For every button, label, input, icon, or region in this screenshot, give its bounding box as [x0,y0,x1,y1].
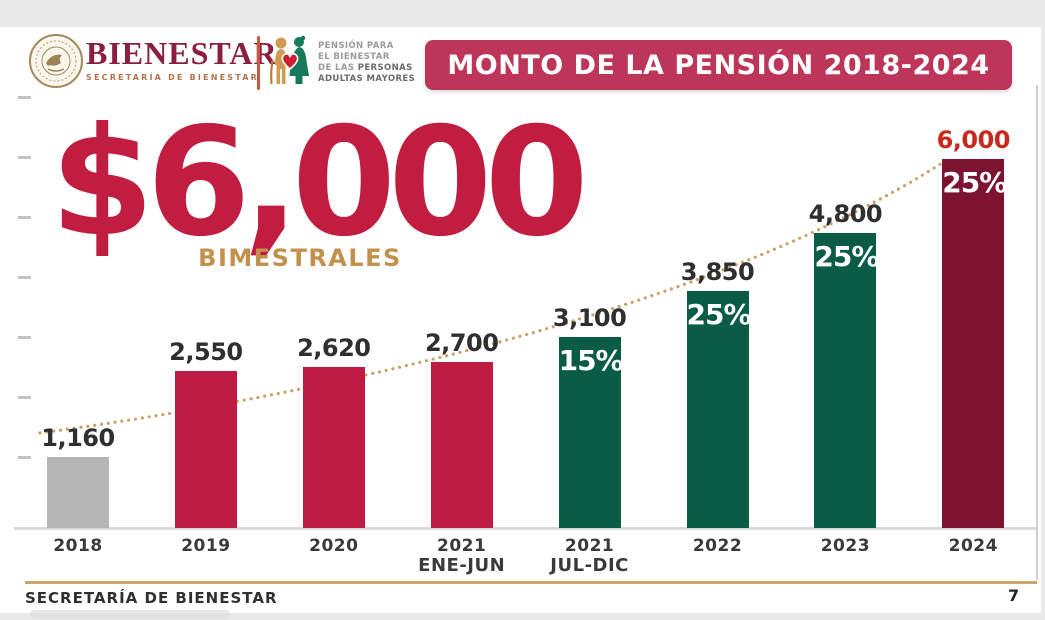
y-axis-tick [18,396,31,399]
footer-text: SECRETARÍA DE BIENESTAR [25,589,278,607]
bar-pct-label: 25% [942,166,1007,199]
slide-title: MONTO DE LA PENSIÓN 2018-2024 [447,49,990,81]
page-number: 7 [1008,586,1020,605]
bottom-shadow [30,610,230,619]
program-title: PENSIÓN PARA EL BIENESTAR DE LAS PERSONA… [318,41,415,85]
header-divider [257,36,260,90]
program-line-2: EL BIENESTAR [318,52,390,62]
x-axis-label: 2018 [53,536,103,556]
x-axis-label: 2019 [181,536,231,556]
bar-group-2024: 6,000 25% 2024 [909,126,1037,556]
bar-value-label: 2,620 [297,334,371,362]
title-banner: MONTO DE LA PENSIÓN 2018-2024 [425,40,1012,90]
bar-2024: 25% [942,159,1007,528]
x-axis-label: 2021 ENE-JUN [418,536,506,576]
slide-right-edge-line [1036,85,1038,580]
bar-value-label: 3,100 [552,304,627,332]
bar-2022: 25% [686,291,752,528]
bottom-margin-strip [0,613,1045,620]
y-axis-tick [18,216,31,219]
bar-value-label: 6,000 [936,126,1011,154]
bar-group-2021-jul-dic: 3,100 15% 2021 JUL-DIC [526,304,654,575]
bar-pct-label: 25% [686,298,752,331]
y-axis-tick [18,336,31,339]
bar-2018 [47,457,109,528]
program-line-1: PENSIÓN PARA [318,41,394,51]
bar-value-label: 1,160 [41,424,115,452]
bar-group-2023: 4,800 25% 2023 [781,200,909,556]
x-axis-label: 2023 [820,536,871,556]
top-margin-strip [0,0,1045,27]
bar-2021-jul-dic: 15% [558,337,624,528]
brand-subtitle: SECRETARÍA DE BIENESTAR [86,73,260,82]
y-axis-tick [18,96,31,99]
bar-value-label: 2,700 [424,329,499,357]
y-axis-tick [18,276,31,279]
program-line-4: ADULTAS MAYORES [318,74,416,84]
highlight-block: $6,000 BIMESTRALES [50,96,589,272]
government-seal-icon [29,34,83,88]
x-axis-label: 2020 [309,536,359,556]
bar-group-2021-ene-jun: 2,700 2021 ENE-JUN [398,329,526,575]
program-line-3: DE LAS PERSONAS [318,63,413,73]
right-margin-strip [1041,0,1045,620]
y-axis-tick [18,156,31,159]
y-axis-tick [18,456,31,459]
bar-group-2020: 2,620 2020 [270,334,398,556]
brand-block: BIENESTAR SECRETARÍA DE BIENESTAR [86,36,278,82]
bar-pct-label: 15% [558,344,624,377]
bar-value-label: 4,800 [808,200,883,228]
bar-group-2022: 3,850 25% 2022 [654,258,782,556]
bar-pct-label: 25% [814,240,879,273]
elderly-couple-heart-icon [270,35,309,85]
highlight-amount: $6,000 [50,96,589,270]
bar-2019 [174,371,237,528]
x-axis-label: 2022 [692,536,743,556]
heart-icon [281,53,299,71]
highlight-caption: BIMESTRALES [198,244,402,272]
bar-value-label: 3,850 [680,258,755,286]
header: BIENESTAR SECRETARÍA DE BIENESTAR PENSIÓ… [0,28,1045,98]
brand-name: BIENESTAR [86,35,278,71]
x-axis-line [14,527,1036,530]
bar-2020 [302,367,365,528]
bar-group-2018: 1,160 2018 [14,424,142,556]
bar-value-label: 2,550 [169,338,243,366]
footer-gold-line [25,581,1037,584]
x-axis-label: 2024 [948,536,998,556]
bar-group-2019: 2,550 2019 [142,338,270,556]
x-axis-label: 2021 JUL-DIC [550,536,629,576]
bar-2023: 25% [814,233,879,528]
bar-2021-ene-jun [430,362,493,528]
